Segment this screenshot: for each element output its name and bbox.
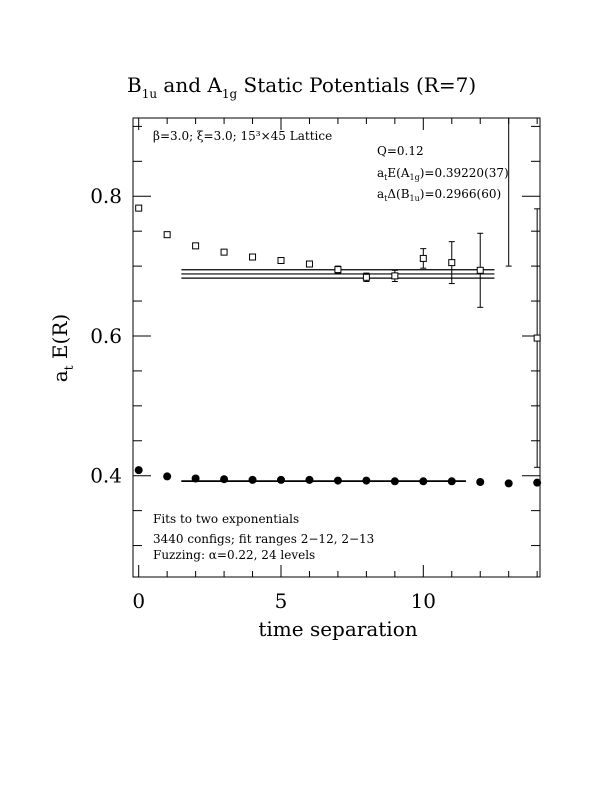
a1g-point: [134, 466, 143, 475]
y-tick-label: 0.6: [90, 324, 122, 348]
lattice-annotation: β=3.0; ξ=3.0; 15³×45 Lattice: [153, 129, 332, 143]
b1u-point: [391, 272, 399, 280]
b1u-point: [448, 259, 456, 267]
a1g-point: [163, 472, 172, 481]
a1g-point: [504, 479, 513, 488]
y-tick-label: 0.8: [90, 184, 122, 208]
x-tick-label: 5: [275, 589, 288, 613]
a1g-point: [447, 477, 456, 486]
fit-bands: [181, 269, 495, 483]
b1u-point: [220, 248, 228, 256]
b1u-point: [476, 266, 484, 274]
a1g-point: [248, 475, 257, 484]
x-tick-label: 10: [411, 589, 436, 613]
b1u-point: [163, 231, 171, 239]
fuzzing-annotation: Fuzzing: α=0.22, 24 levels: [153, 548, 315, 562]
a1g-point: [390, 477, 399, 486]
b1u-point: [419, 254, 427, 262]
axis-ticks: 0 5 10 0.4 0.6 0.8: [90, 118, 540, 613]
plot-frame: [132, 117, 541, 578]
b1u-point: [334, 266, 342, 274]
q-annotation: Q=0.12: [377, 144, 424, 158]
a1g-point: [476, 477, 485, 486]
b1u-point: [533, 334, 541, 342]
b1u-point: [305, 260, 313, 268]
a1g-energy-annotation: atE(A1g)=0.39220(37): [377, 166, 509, 182]
chart-title: B1u and A1g Static Potentials (R=7): [127, 73, 476, 101]
a1g-point: [362, 476, 371, 485]
b1u-point: [277, 257, 285, 265]
b1u-point: [192, 242, 200, 250]
b1u-gap-annotation: atΔ(B1u)=0.2966(60): [377, 187, 501, 203]
a1g-point: [333, 476, 342, 485]
a1g-point: [419, 477, 428, 486]
a1g-point: [277, 475, 285, 484]
x-axis-label: time separation: [258, 617, 417, 641]
a1g-point: [220, 475, 229, 484]
configs-annotation: 3440 configs; fit ranges 2−12, 2−13: [153, 532, 374, 546]
data-points: [134, 118, 542, 488]
b1u-point: [249, 253, 257, 261]
a1g-point: [305, 475, 314, 484]
y-tick-label: 0.4: [90, 464, 122, 488]
fits-annotation: Fits to two exponentials: [153, 512, 299, 526]
a1g-point: [191, 474, 200, 483]
a1g-point: [533, 478, 542, 487]
x-tick-label: 0: [132, 589, 145, 613]
b1u-point: [362, 273, 370, 281]
b1u-point: [135, 204, 143, 212]
y-axis-label: at E(R): [48, 314, 76, 382]
